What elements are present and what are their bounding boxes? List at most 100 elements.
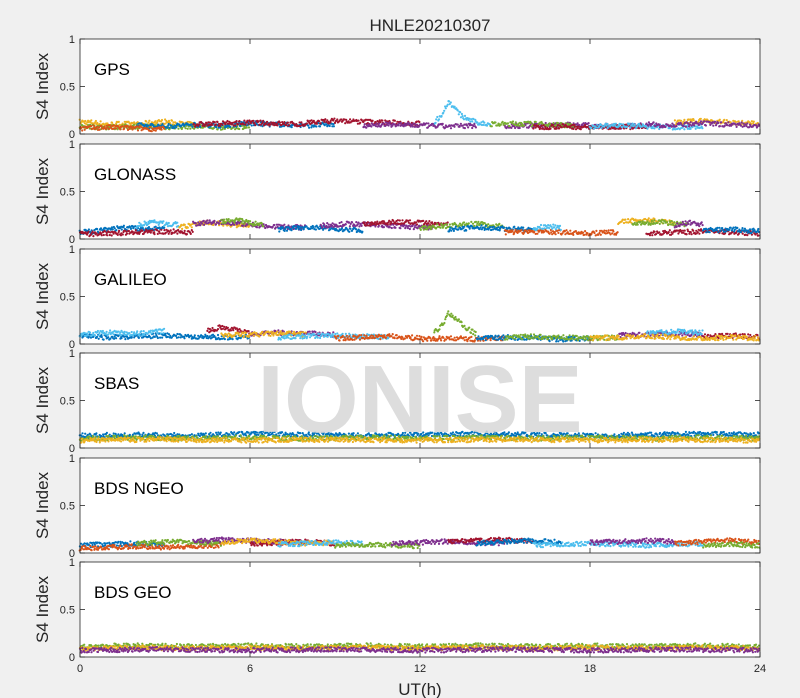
data-point [82,126,85,129]
data-point [90,119,93,122]
data-point [548,340,551,343]
data-point [490,125,493,128]
data-point [239,125,242,128]
data-point [133,331,136,334]
data-point [199,125,202,128]
data-point [242,332,245,335]
data-point [219,124,222,128]
data-point [680,119,683,122]
data-point [459,122,462,125]
data-point [552,125,555,128]
data-point [253,122,256,125]
data-point [154,225,157,228]
data-point [558,127,561,130]
data-point [191,125,194,128]
data-point [653,230,656,233]
data-point [92,331,95,335]
data-point [274,226,277,229]
data-point [336,332,339,335]
data-point [137,336,140,339]
data-point [147,124,150,127]
data-point [665,221,669,224]
data-point [652,121,655,124]
data-point [354,335,357,338]
data-point [536,228,539,231]
data-point [332,119,335,122]
data-point [327,223,330,226]
data-point [637,127,641,130]
data-point [190,226,193,229]
data-point [111,228,114,231]
data-point [213,219,216,222]
data-point [684,220,687,223]
data-point [258,123,261,126]
data-point [95,335,99,338]
data-point [363,123,366,126]
data-point [266,120,269,123]
data-point [124,333,127,336]
data-point [461,124,464,127]
data-point [150,332,153,335]
data-point [278,121,282,124]
data-point [113,337,116,340]
data-point [226,335,229,338]
data-point [689,127,692,130]
data-point [472,333,475,336]
data-point [473,339,476,342]
data-point [627,218,630,221]
data-point [240,333,243,336]
data-point [125,232,129,235]
data-point [427,222,430,225]
data-point [467,126,470,129]
data-point [390,222,393,225]
data-point [99,120,102,123]
data-point [112,232,115,235]
data-point [257,120,260,123]
data-point [358,338,362,341]
data-point [501,338,504,341]
data-point [102,338,105,341]
data-point [224,221,227,224]
data-point [523,124,526,127]
data-point [448,223,451,226]
data-point [105,124,108,127]
data-point [216,333,220,337]
data-point [223,338,226,341]
data-point [470,118,473,121]
data-point [176,221,179,224]
data-point [422,219,425,222]
data-point [353,338,356,341]
data-point [145,120,148,123]
data-point [230,123,233,126]
data-point [98,128,101,131]
data-point [418,120,421,124]
data-point [656,221,659,224]
data-point [445,314,448,317]
data-point [365,126,368,129]
data-point [306,120,310,123]
data-point [217,124,220,127]
data-point [225,121,228,124]
data-point [332,123,335,126]
data-point [108,124,111,127]
data-point [162,332,165,335]
data-point [724,230,728,233]
data-point [543,227,546,230]
data-point [365,334,368,337]
data-point [479,123,482,126]
data-point [138,334,141,337]
data-point [152,129,156,132]
data-point [442,336,445,339]
data-point [425,220,428,223]
data-point [479,226,482,229]
data-point [687,222,690,225]
data-point [548,227,551,230]
data-point [279,330,282,333]
data-point [293,332,296,335]
data-point [386,121,389,125]
data-point [315,122,318,125]
data-point [206,219,209,222]
y-tick-label: 0.5 [60,187,75,199]
data-point [455,107,458,110]
data-point [527,120,530,123]
